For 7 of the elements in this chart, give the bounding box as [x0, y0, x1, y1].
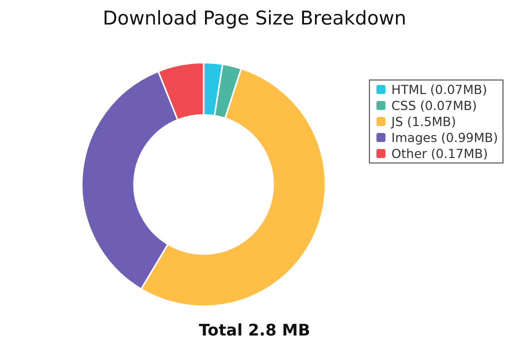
text: Total 2.8 MB: [198, 320, 310, 340]
legend-label: HTML (0.07MB): [391, 82, 488, 97]
legend-label: Other (0.17MB): [391, 146, 488, 161]
legend-label: CSS (0.07MB): [391, 98, 477, 113]
legend-label: Images (0.99MB): [391, 130, 498, 145]
chart-title: Download Page Size Breakdown: [102, 8, 406, 30]
legend-label: JS (1.5MB): [390, 114, 456, 129]
